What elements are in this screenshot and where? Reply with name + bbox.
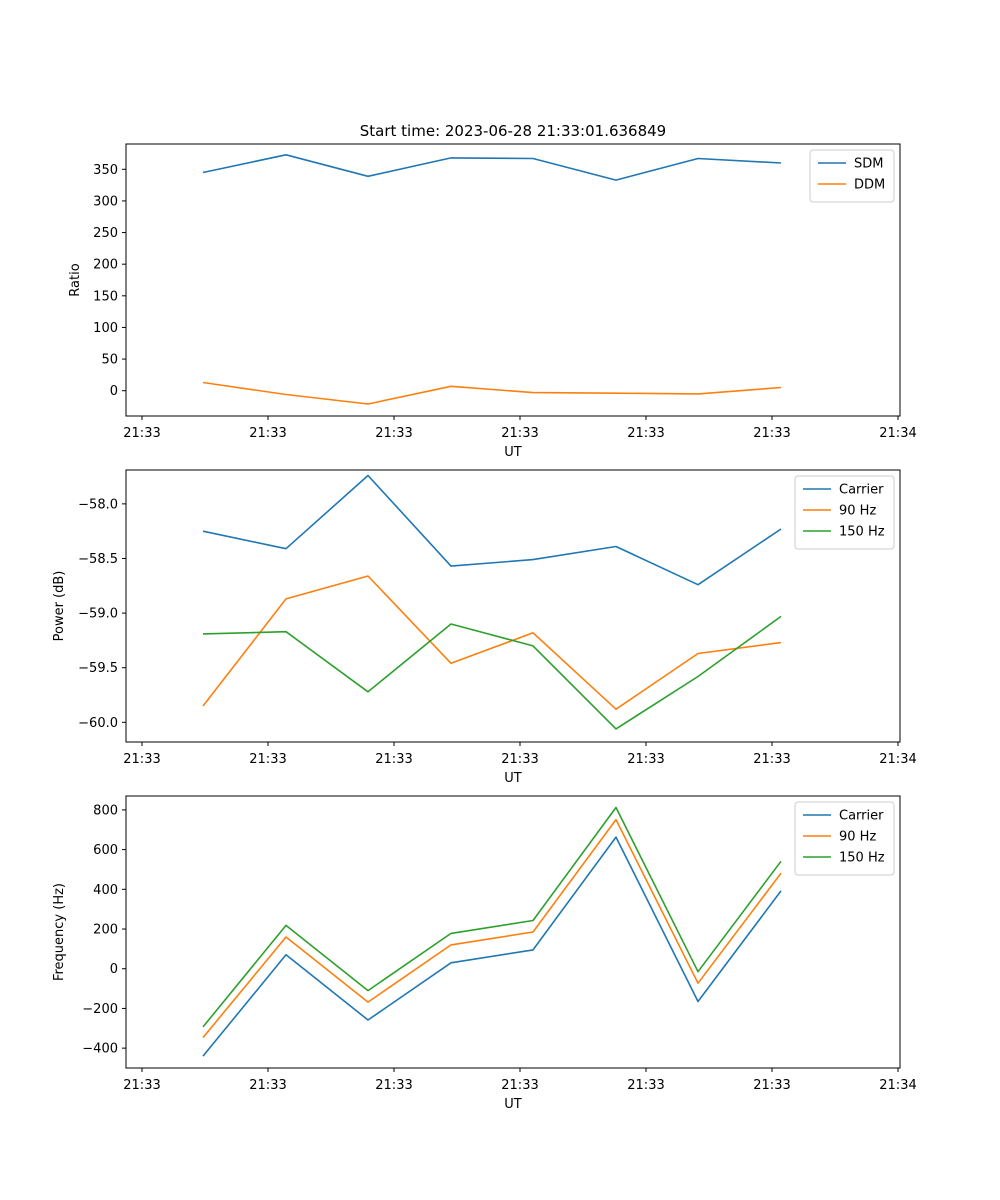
series-line-150-hz: [202, 615, 782, 730]
x-tick-label: 21:33: [753, 752, 790, 767]
x-tick-label: 21:34: [879, 752, 916, 767]
x-tick-label: 21:34: [879, 426, 916, 441]
y-tick-label: 200: [93, 258, 118, 273]
y-tick-label: −200: [82, 1002, 118, 1017]
plot-frame: [125, 795, 901, 1069]
legend-label: 90 Hz: [839, 504, 876, 519]
x-tick-label: 21:33: [249, 1078, 286, 1093]
panel-1: 0 50 100 150 200 250 300 350 21:33 21:33 21:33 21:3…: [68, 143, 917, 460]
x-tick-label: 21:33: [375, 752, 412, 767]
x-tick-label: 21:33: [375, 426, 412, 441]
y-tick-label: 150: [93, 289, 118, 304]
x-tick-label: 21:33: [123, 1078, 160, 1093]
series-line-150-hz: [202, 806, 782, 1028]
y-tick-label: 100: [93, 321, 118, 336]
x-tick-label: 21:33: [249, 752, 286, 767]
y-tick-label: −59.0: [78, 607, 118, 622]
legend: SDM DDM: [809, 149, 895, 203]
y-tick-label: 0: [110, 962, 118, 977]
chart-title: Start time: 2023-06-28 21:33:01.636849: [360, 122, 666, 140]
x-tick-label: 21:33: [753, 426, 790, 441]
x-axis-label: UT: [504, 771, 522, 786]
y-tick-label: 200: [93, 923, 118, 938]
x-tick-label: 21:33: [501, 752, 538, 767]
series-line-carrier: [202, 474, 782, 586]
y-tick-label: 600: [93, 843, 118, 858]
series-line-ddm: [202, 381, 782, 405]
legend-label: 150 Hz: [839, 851, 885, 866]
legend-label: Carrier: [839, 483, 884, 498]
plot-frame: [125, 469, 901, 743]
series-line-sdm: [202, 154, 782, 181]
y-tick-label: −59.5: [78, 661, 118, 676]
plot-frame: [125, 143, 901, 417]
x-axis-label: UT: [504, 1097, 522, 1112]
x-tick-label: 21:33: [753, 1078, 790, 1093]
series-line-90-hz: [202, 818, 782, 1039]
x-tick-label: 21:33: [123, 752, 160, 767]
y-tick-label: −58.0: [78, 497, 118, 512]
x-axis-label: UT: [504, 445, 522, 460]
y-tick-label: 800: [93, 803, 118, 818]
x-tick-label: 21:33: [501, 426, 538, 441]
y-axis-label: Frequency (Hz): [52, 883, 67, 981]
panel-2: −60.0 −59.5 −59.0 −58.5 −58.0 21:33 21:33 21:33…: [52, 469, 917, 786]
legend-label: 90 Hz: [839, 830, 876, 845]
series-line-90-hz: [202, 575, 782, 711]
y-tick-label: −400: [82, 1042, 118, 1057]
y-tick-label: 50: [101, 353, 118, 368]
x-tick-label: 21:33: [123, 426, 160, 441]
legend: Carrier 90 Hz 150 Hz: [794, 801, 895, 876]
series-line-carrier: [202, 836, 782, 1057]
panel-3: −400 −200 0 200 400 600 800 21:33 21:33 21:33 21:3…: [52, 795, 917, 1112]
legend-label: DDM: [854, 178, 885, 193]
y-tick-label: 400: [93, 883, 118, 898]
y-axis-label: Power (dB): [52, 571, 67, 642]
x-tick-label: 21:33: [375, 1078, 412, 1093]
x-tick-label: 21:33: [627, 1078, 664, 1093]
y-tick-label: −60.0: [78, 716, 118, 731]
x-tick-label: 21:34: [879, 1078, 916, 1093]
y-tick-label: 350: [93, 163, 118, 178]
y-tick-label: 0: [110, 384, 118, 399]
y-tick-label: 250: [93, 226, 118, 241]
x-tick-label: 21:33: [249, 426, 286, 441]
legend-label: Carrier: [839, 809, 884, 824]
legend-label: 150 Hz: [839, 525, 885, 540]
y-axis-label: Ratio: [68, 263, 83, 296]
y-tick-label: −58.5: [78, 552, 118, 567]
x-tick-label: 21:33: [627, 426, 664, 441]
legend: Carrier 90 Hz 150 Hz: [794, 475, 895, 550]
x-tick-label: 21:33: [627, 752, 664, 767]
legend-label: SDM: [854, 157, 883, 172]
x-tick-label: 21:33: [501, 1078, 538, 1093]
y-tick-label: 300: [93, 194, 118, 209]
